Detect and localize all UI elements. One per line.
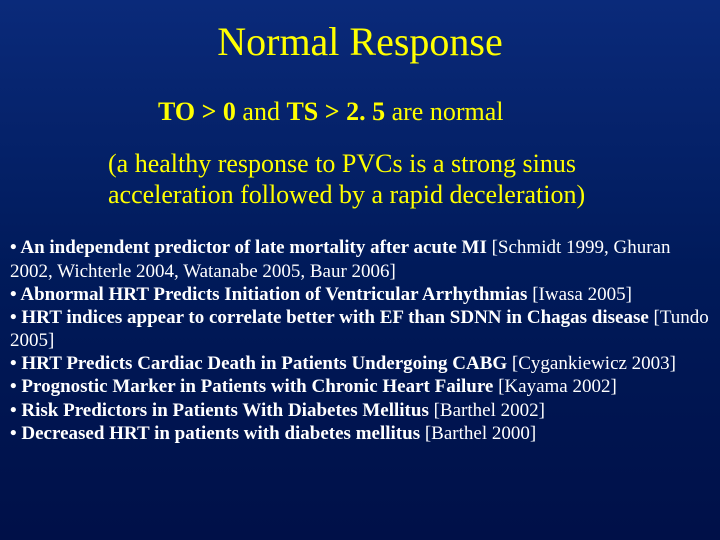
subtitle-tail: are normal: [385, 97, 503, 126]
subtitle-bold-1: TO > 0: [158, 97, 236, 126]
bullet-lead: • An independent predictor of late morta…: [10, 237, 492, 258]
bullet-lead: • Prognostic Marker in Patients with Chr…: [10, 376, 498, 397]
bullet-tail: [Kayama 2002]: [498, 376, 617, 397]
slide-description: (a healthy response to PVCs is a strong …: [108, 149, 660, 210]
slide: Normal Response TO > 0 and TS > 2. 5 are…: [0, 0, 720, 540]
bullet-item: • HRT indices appear to correlate better…: [10, 306, 712, 352]
bullet-item: • Prognostic Marker in Patients with Chr…: [10, 375, 712, 398]
bullet-tail: [Barthel 2000]: [425, 423, 536, 444]
bullet-tail: [Iwasa 2005]: [532, 284, 632, 305]
slide-subtitle: TO > 0 and TS > 2. 5 are normal: [158, 97, 720, 127]
bullet-tail: [Cygankiewicz 2003]: [512, 353, 676, 374]
bullet-item: • HRT Predicts Cardiac Death in Patients…: [10, 352, 712, 375]
bullet-lead: • Decreased HRT in patients with diabete…: [10, 423, 425, 444]
bullet-item: • An independent predictor of late morta…: [10, 236, 712, 282]
bullet-lead: • Abnormal HRT Predicts Initiation of Ve…: [10, 284, 532, 305]
bullet-list: • An independent predictor of late morta…: [10, 236, 712, 445]
bullet-lead: • Risk Predictors in Patients With Diabe…: [10, 400, 434, 421]
subtitle-bold-2: TS > 2. 5: [286, 97, 385, 126]
bullet-lead: • HRT indices appear to correlate better…: [10, 307, 654, 328]
bullet-tail: [Barthel 2002]: [434, 400, 545, 421]
subtitle-mid: and: [236, 97, 287, 126]
bullet-item: • Risk Predictors in Patients With Diabe…: [10, 399, 712, 422]
bullet-lead: • HRT Predicts Cardiac Death in Patients…: [10, 353, 512, 374]
slide-title: Normal Response: [0, 0, 720, 65]
bullet-item: • Abnormal HRT Predicts Initiation of Ve…: [10, 283, 712, 306]
bullet-item: • Decreased HRT in patients with diabete…: [10, 422, 712, 445]
